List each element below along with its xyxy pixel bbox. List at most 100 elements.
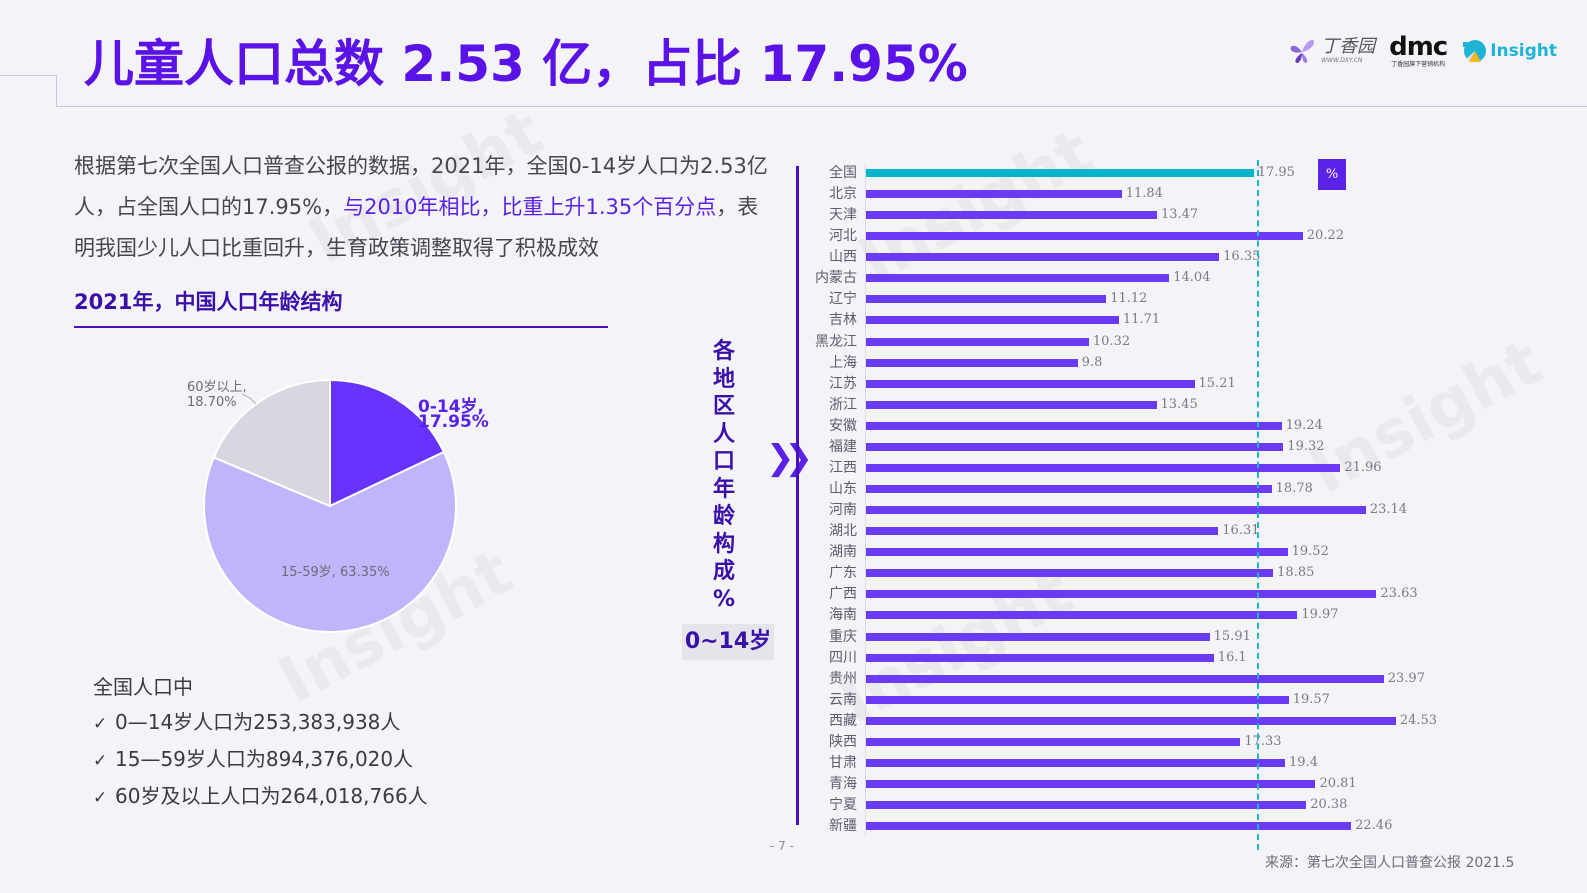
bar-category-label: 全国 bbox=[829, 165, 857, 181]
region-bar bbox=[866, 716, 1396, 725]
bar-value-label: 15.21 bbox=[1198, 375, 1236, 391]
bar-value-label: 15.91 bbox=[1213, 628, 1251, 644]
pie-chart-title: 2021年，中国人口年龄结构 bbox=[74, 290, 343, 314]
bar-category-label: 广东 bbox=[829, 565, 857, 582]
bar-row: 安徽 19.24 bbox=[800, 416, 1500, 436]
bar-chart-vertical-title: 各 地 区 人 口 年 龄 构 成 % bbox=[712, 339, 736, 612]
bar-category-label: 四川 bbox=[829, 649, 857, 666]
bar-value-label: 19.24 bbox=[1285, 417, 1323, 433]
national-bar bbox=[866, 169, 1254, 177]
bar-value-label: 20.38 bbox=[1310, 797, 1348, 813]
pie-chart-svg bbox=[203, 378, 457, 633]
bar-row: 贵州 23.97 bbox=[800, 669, 1500, 689]
bar-row: 重庆 15.91 bbox=[800, 627, 1500, 647]
bar-category-label: 江苏 bbox=[829, 375, 857, 392]
bar-category-label: 辽宁 bbox=[829, 291, 857, 308]
region-bar bbox=[866, 695, 1289, 704]
region-bar bbox=[866, 400, 1157, 409]
region-bar bbox=[866, 421, 1282, 430]
bar-category-label: 贵州 bbox=[829, 670, 857, 687]
region-bar bbox=[866, 780, 1316, 789]
region-bar bbox=[866, 316, 1119, 325]
region-bar bbox=[866, 442, 1284, 451]
bar-category-label: 北京 bbox=[829, 186, 857, 203]
bar-row: 天津 13.47 bbox=[800, 205, 1500, 225]
bar-value-label: 16.1 bbox=[1217, 649, 1247, 665]
dmc-logo-subtitle: 丁香园旗下营销机构 bbox=[1391, 61, 1446, 68]
bar-row: 黑龙江 10.32 bbox=[800, 332, 1500, 352]
bar-row: 云南 19.57 bbox=[800, 690, 1500, 710]
bar-value-label: 13.45 bbox=[1160, 396, 1198, 412]
bar-category-label: 宁夏 bbox=[829, 797, 857, 814]
bar-value-label: 11.71 bbox=[1122, 312, 1161, 328]
check-icon: ✓ bbox=[93, 751, 108, 771]
summary-item: ✓ 60岁及以上人口为264,018,766人 bbox=[93, 779, 428, 816]
bar-category-label: 河北 bbox=[829, 228, 857, 245]
bar-value-label: 20.81 bbox=[1319, 776, 1357, 792]
bar-row: 四川 16.1 bbox=[800, 648, 1500, 668]
bar-category-label: 西藏 bbox=[829, 712, 857, 729]
bar-row: 河南 23.14 bbox=[800, 500, 1500, 520]
bar-category-label: 天津 bbox=[829, 207, 857, 224]
bar-category-label: 青海 bbox=[829, 776, 857, 793]
bar-row: 山东 18.78 bbox=[800, 479, 1500, 499]
bar-row: 福建 19.32 bbox=[800, 437, 1500, 457]
source-note: 来源：第七次全国人口普查公报 2021.5 bbox=[1265, 855, 1515, 871]
bar-category-label: 内蒙古 bbox=[815, 270, 857, 287]
bar-value-label: 24.53 bbox=[1399, 712, 1438, 728]
butterfly-leaf-icon bbox=[1290, 40, 1315, 63]
bar-row: 西藏 24.53 bbox=[800, 711, 1500, 731]
insight-logo: Insight bbox=[1461, 38, 1557, 64]
pie-slice bbox=[203, 450, 457, 633]
pie-slice bbox=[212, 378, 331, 508]
bar-value-label: 16.35 bbox=[1223, 249, 1261, 265]
bar-row: 广西 23.63 bbox=[800, 584, 1500, 604]
region-bar bbox=[866, 611, 1298, 620]
bar-row: 湖南 19.52 bbox=[800, 542, 1500, 562]
dxy-logo: 丁香园 WWW.DXY.CN bbox=[1287, 36, 1375, 66]
region-bar bbox=[866, 569, 1274, 578]
bar-category-label: 河南 bbox=[829, 502, 857, 519]
bar-category-label: 吉林 bbox=[829, 312, 857, 329]
bar-category-label: 江西 bbox=[829, 459, 857, 476]
bar-value-label: 23.63 bbox=[1380, 586, 1418, 602]
check-icon: ✓ bbox=[93, 788, 108, 808]
bar-row: 海南 19.97 bbox=[800, 605, 1500, 625]
region-bar bbox=[866, 548, 1288, 557]
region-bar bbox=[866, 274, 1170, 283]
dmc-logo: dmc 丁香园旗下营销机构 bbox=[1389, 32, 1448, 68]
bar-row: 上海 9.8 bbox=[800, 353, 1500, 373]
bar-row: 江西 21.96 bbox=[800, 458, 1500, 478]
bar-row: 辽宁 11.12 bbox=[800, 289, 1500, 309]
dmc-logo-text: dmc bbox=[1389, 32, 1448, 62]
region-bar bbox=[866, 253, 1220, 262]
region-bar bbox=[866, 674, 1384, 683]
section-divider-line bbox=[796, 166, 799, 825]
region-bar bbox=[866, 485, 1272, 494]
unit-badge: % bbox=[1318, 159, 1346, 190]
region-bar bbox=[866, 653, 1214, 662]
bar-row: 广东 18.85 bbox=[800, 563, 1500, 583]
bar-value-label: 19.32 bbox=[1287, 438, 1325, 454]
bar-category-label: 广西 bbox=[829, 586, 857, 603]
bar-value-label: 22.46 bbox=[1355, 818, 1393, 834]
bar-category-label: 湖南 bbox=[829, 544, 857, 561]
bar-value-label: 23.97 bbox=[1387, 670, 1425, 686]
bar-category-label: 新疆 bbox=[829, 818, 857, 835]
region-bar bbox=[866, 190, 1122, 199]
intro-paragraph: 根据第七次全国人口普查公报的数据，2021年，全国0-14岁人口为2.53亿人，… bbox=[74, 146, 774, 269]
bar-category-label: 湖北 bbox=[829, 523, 857, 540]
pie-leader-line bbox=[241, 393, 257, 405]
bar-row: 湖北 16.31 bbox=[800, 521, 1500, 541]
dxy-logo-url: WWW.DXY.CN bbox=[1321, 57, 1363, 64]
bar-row: 江苏 15.21 bbox=[800, 374, 1500, 394]
page-title: 儿童人口总数 2.53 亿，占比 17.95% bbox=[84, 35, 968, 93]
summary-item: ✓ 0—14岁人口为253,383,938人 bbox=[93, 705, 428, 742]
bar-value-label: 9.8 bbox=[1081, 354, 1103, 370]
bar-category-label: 甘肃 bbox=[829, 754, 857, 771]
bar-row: 全国 17.95 bbox=[800, 163, 1500, 183]
bar-value-label: 18.85 bbox=[1277, 565, 1315, 581]
insight-logo-text: Insight bbox=[1490, 41, 1557, 61]
pie-title-underline bbox=[74, 326, 608, 328]
bar-value-label: 13.47 bbox=[1160, 207, 1199, 223]
